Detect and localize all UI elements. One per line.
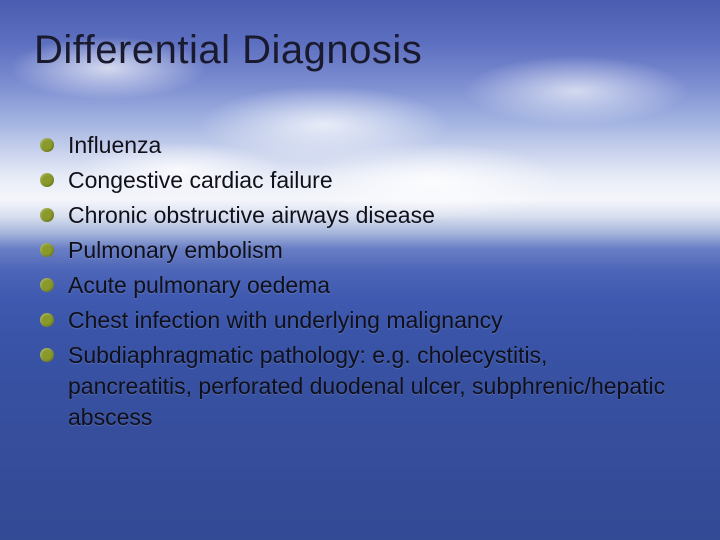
bullet-icon — [40, 208, 54, 222]
bullet-list: Influenza Congestive cardiac failure Chr… — [40, 130, 680, 437]
list-item: Subdiaphragmatic pathology: e.g. cholecy… — [40, 340, 680, 433]
bullet-icon — [40, 243, 54, 257]
list-item: Chronic obstructive airways disease — [40, 200, 680, 231]
bullet-text: Influenza — [68, 130, 161, 161]
slide: Differential Diagnosis Influenza Congest… — [0, 0, 720, 540]
bullet-icon — [40, 173, 54, 187]
bullet-text: Acute pulmonary oedema — [68, 270, 330, 301]
bullet-text: Chronic obstructive airways disease — [68, 200, 435, 231]
list-item: Influenza — [40, 130, 680, 161]
bullet-icon — [40, 138, 54, 152]
list-item: Congestive cardiac failure — [40, 165, 680, 196]
bullet-text: Congestive cardiac failure — [68, 165, 333, 196]
list-item: Pulmonary embolism — [40, 235, 680, 266]
list-item: Acute pulmonary oedema — [40, 270, 680, 301]
bullet-icon — [40, 348, 54, 362]
bullet-icon — [40, 278, 54, 292]
bullet-text: Chest infection with underlying malignan… — [68, 305, 503, 336]
list-item: Chest infection with underlying malignan… — [40, 305, 680, 336]
bullet-text: Pulmonary embolism — [68, 235, 283, 266]
slide-title: Differential Diagnosis — [34, 28, 422, 73]
bullet-text: Subdiaphragmatic pathology: e.g. cholecy… — [68, 340, 668, 433]
bullet-icon — [40, 313, 54, 327]
